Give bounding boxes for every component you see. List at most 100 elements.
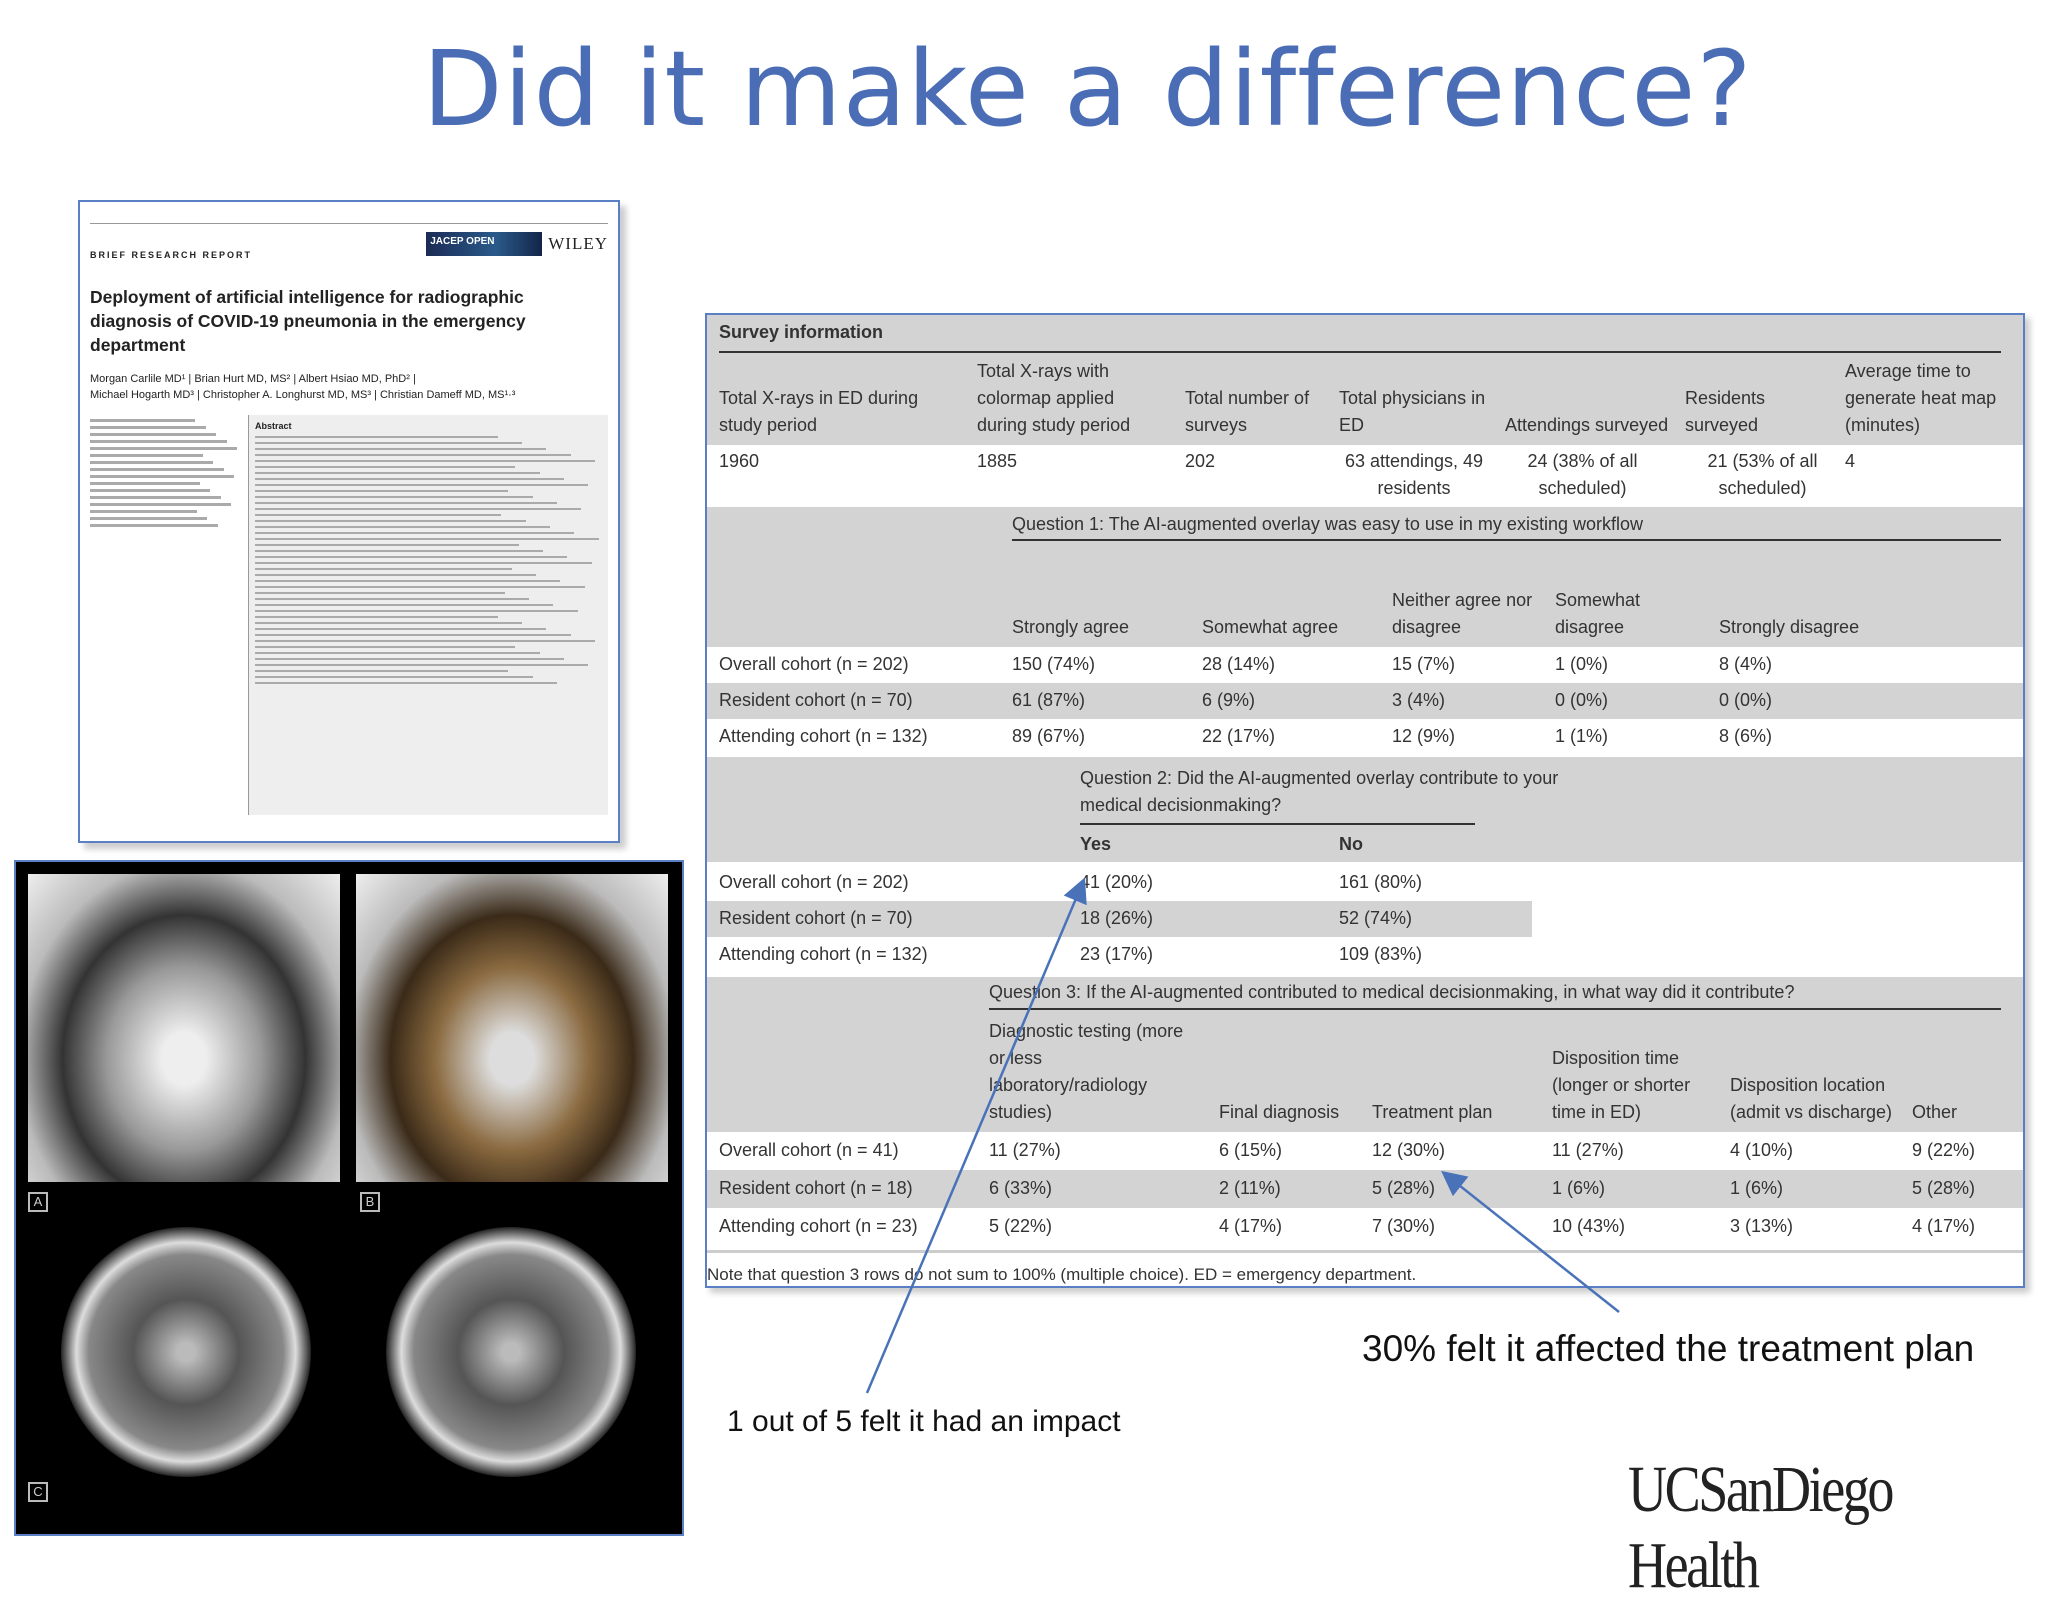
row-label: Attending cohort (n = 23) (719, 1216, 918, 1236)
text-line (255, 478, 564, 480)
text-line (255, 592, 505, 594)
ct-scan-1 (61, 1227, 311, 1477)
text-line (255, 646, 516, 648)
q3-header: Treatment plan (1372, 1102, 1493, 1122)
text-line (90, 454, 203, 457)
survey-title: Survey information (719, 322, 884, 342)
journal-logo: JACEP OPEN WILEY (426, 232, 608, 256)
survey-header: Total X-rays with colormap applied durin… (977, 361, 1131, 435)
text-line (255, 586, 585, 588)
text-line (255, 568, 512, 570)
text-line (255, 442, 523, 444)
survey-value: 24 (38% of all scheduled) (1527, 451, 1638, 498)
cell: 1 (6%) (1552, 1178, 1606, 1198)
text-line (90, 440, 227, 443)
cell: 3 (4%) (1392, 690, 1446, 710)
cell: 89 (67%) (1012, 726, 1086, 746)
cell: 52 (74%) (1339, 908, 1413, 928)
panel-label: A (28, 1192, 48, 1212)
cell: 8 (6%) (1719, 726, 1773, 746)
rule (719, 351, 2001, 353)
row-label: Overall cohort (n = 202) (719, 872, 909, 892)
text-line (255, 526, 550, 528)
cell: 6 (15%) (1219, 1140, 1283, 1160)
q1-header: Somewhat disagree (1555, 590, 1641, 637)
text-line (255, 634, 571, 636)
annotation-impact: 1 out of 5 felt it had an impact (727, 1405, 1121, 1438)
text-line (90, 496, 221, 499)
q3-header: Final diagnosis (1219, 1102, 1340, 1122)
text-line (255, 610, 578, 612)
cell: 41 (20%) (1080, 872, 1154, 892)
text-line (255, 454, 571, 456)
text-line (255, 508, 582, 510)
text-line (90, 447, 237, 450)
cell: 150 (74%) (1012, 654, 1096, 674)
survey-header: Average time to generate heat map (minut… (1845, 361, 1997, 435)
text-line (90, 468, 224, 471)
q3-row (707, 1170, 2023, 1208)
text-line (90, 461, 213, 464)
jacep-logo: JACEP OPEN (426, 232, 543, 256)
chest-xray-a (28, 874, 340, 1182)
text-line (255, 628, 547, 630)
arrow-impact (865, 877, 1087, 1394)
text-line (255, 550, 543, 552)
text-line (255, 538, 599, 540)
text-line (255, 496, 533, 498)
cell: 23 (17%) (1080, 944, 1154, 964)
survey-header: Residents surveyed (1685, 388, 1766, 435)
q3-header: Disposition time (longer or shorter time… (1552, 1048, 1691, 1122)
rule (707, 1250, 2023, 1253)
arrow-treatment (1441, 1170, 1620, 1313)
text-line (255, 580, 561, 582)
cell: 4 (10%) (1730, 1140, 1794, 1160)
row-label: Resident cohort (n = 70) (719, 908, 913, 928)
cell: 4 (17%) (1219, 1216, 1283, 1236)
cell: 12 (9%) (1392, 726, 1456, 746)
text-line (255, 556, 568, 558)
survey-value: 202 (1185, 451, 1216, 471)
survey-header: Attendings surveyed (1505, 415, 1669, 435)
wiley-logo: WILEY (548, 234, 608, 253)
text-line (255, 466, 516, 468)
survey-header: Total X-rays in ED during study period (719, 388, 919, 435)
panel-label: C (28, 1482, 48, 1502)
cell: 161 (80%) (1339, 872, 1423, 892)
cell: 9 (22%) (1912, 1140, 1976, 1160)
row-label: Attending cohort (n = 132) (719, 944, 928, 964)
row-label: Overall cohort (n = 41) (719, 1140, 899, 1160)
q3-title: Question 3: If the AI-augmented contribu… (989, 982, 1795, 1002)
cell: 0 (0%) (1719, 690, 1773, 710)
cell: 11 (27%) (1552, 1140, 1624, 1160)
paper-body: Abstract (90, 415, 608, 815)
q1-header: Somewhat agree (1202, 617, 1339, 637)
annotation-arrows (865, 877, 1620, 1394)
cell: 8 (4%) (1719, 654, 1773, 674)
text-line (255, 670, 509, 672)
cell: 1 (6%) (1730, 1178, 1784, 1198)
q3-header: Diagnostic testing (more or less laborat… (989, 1021, 1184, 1122)
q1-row (707, 683, 2023, 719)
q1-header-band (707, 507, 2023, 647)
annotation-treatment: 30% felt it affected the treatment plan (1362, 1328, 1975, 1369)
survey-value: 63 attendings, 49 residents (1344, 451, 1484, 498)
text-line (255, 652, 540, 654)
q2-header-band (707, 757, 2023, 862)
survey-table: Survey information Total X-rays in ED dur… (705, 313, 2025, 1288)
text-line (255, 604, 554, 606)
text-line (90, 503, 231, 506)
rule (1012, 539, 2001, 541)
panel-label: B (360, 1192, 380, 1212)
radiograph-panel: A B C (14, 860, 684, 1536)
text-line (255, 514, 502, 516)
q1-header: Neither agree nor disagree (1392, 590, 1533, 637)
text-line (255, 574, 537, 576)
q3-header-band (707, 977, 2023, 1132)
rule (989, 1008, 2001, 1010)
text-line (255, 460, 596, 462)
survey-value: 4 (1845, 451, 1856, 471)
text-line (255, 658, 564, 660)
cell: 61 (87%) (1012, 690, 1086, 710)
cell: 6 (9%) (1202, 690, 1256, 710)
